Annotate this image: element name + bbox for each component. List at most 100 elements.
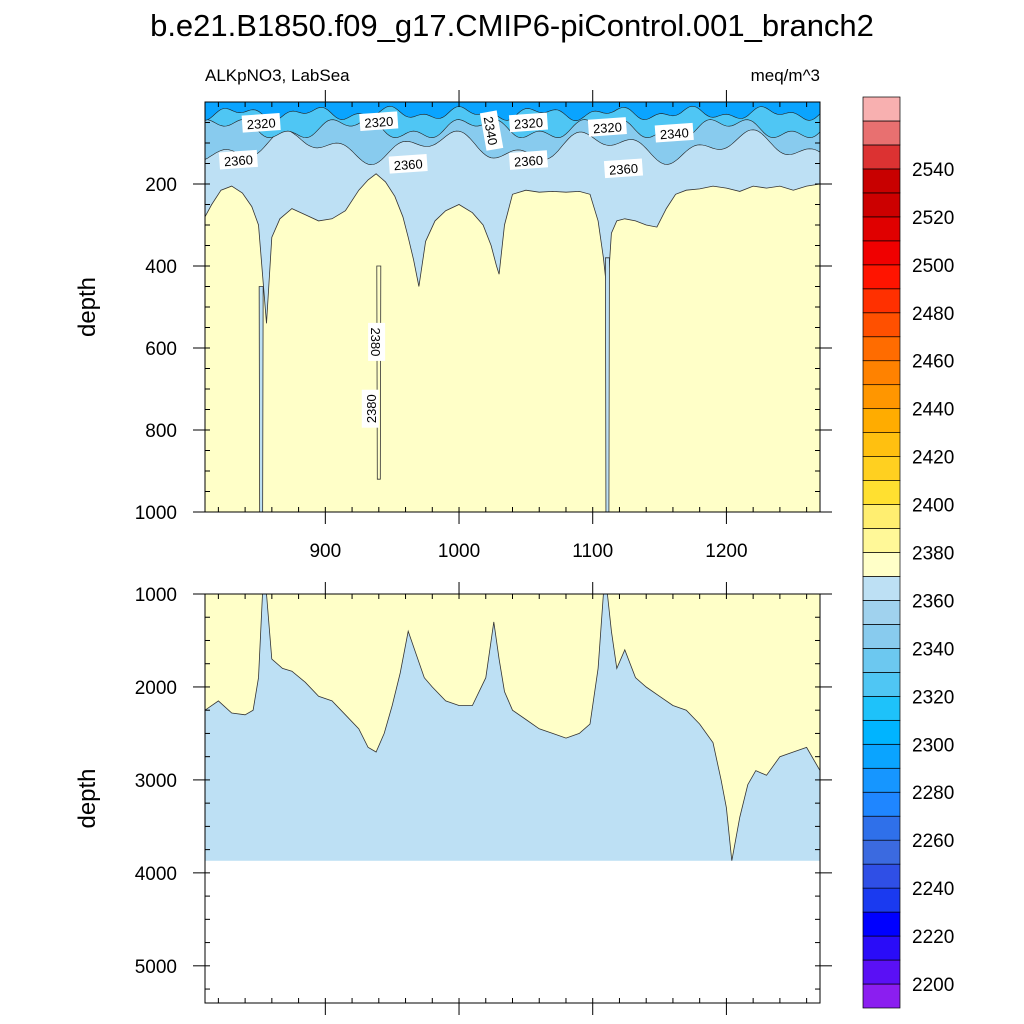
colorbar-swatch: [862, 648, 901, 673]
colorbar-swatch: [862, 743, 901, 769]
contour-label: 2320: [508, 112, 549, 133]
x-tick-label: 1100: [572, 541, 613, 562]
contour-label-text: 2360: [514, 153, 544, 170]
colorbar-label: 2400: [912, 496, 954, 517]
contour-label-bg: [508, 150, 549, 170]
contour-label-bg: [479, 110, 504, 151]
colorbar-swatch: [862, 216, 901, 242]
colorbar-label: 2260: [912, 831, 954, 852]
contour-label-text: 2320: [514, 115, 544, 132]
contour-label: 2320: [587, 117, 627, 137]
colorbar-swatch: [862, 767, 901, 793]
colorbar-swatch: [862, 839, 901, 865]
colorbar-label: 2500: [912, 256, 954, 277]
contour-label-bg: [388, 153, 428, 174]
colorbar-label: 2540: [912, 160, 954, 181]
colorbar-swatch: [862, 791, 901, 817]
contour-label-bg: [368, 322, 386, 361]
colorbar-swatch: [862, 719, 901, 745]
plume-0: [258, 286, 264, 512]
colorbar: 2200 2220 2240 2260 2280 2300 2320 2340 2360 2380…: [862, 96, 954, 1009]
top-panel: 2320 2320 2340 2320 2320 2340 2360 2360 2360 2360…: [74, 90, 832, 562]
contour-label: 2380: [361, 389, 379, 428]
y-tick-label: 1000: [135, 503, 177, 524]
colorbar-swatch: [862, 144, 901, 170]
x-tick-label: 900: [309, 541, 341, 562]
y-tick-label: 3000: [135, 771, 177, 792]
colorbar-swatch: [862, 863, 901, 889]
chart-title: b.e21.B1850.f09_g17.CMIP6-piControl.001_…: [150, 8, 874, 43]
contour-label: 2360: [218, 149, 258, 170]
y-tick-label: 400: [145, 257, 177, 278]
colorbar-swatch: [862, 384, 901, 410]
contour-label: 2320: [359, 111, 399, 132]
colorbar-swatch: [862, 552, 901, 577]
contour-label-text: 2360: [609, 161, 639, 178]
colorbar-swatch: [862, 983, 901, 1009]
y-tick-label: 1000: [135, 585, 177, 606]
y-axis-label: depth: [74, 277, 101, 337]
colorbar-swatch: [862, 624, 901, 649]
colorbar-swatch: [862, 288, 901, 314]
colorbar-swatch: [862, 576, 901, 601]
contour-label-bg: [603, 158, 644, 179]
colorbar-label: 2360: [912, 591, 954, 612]
water-region-2380: [205, 173, 820, 512]
colorbar-swatch: [862, 408, 901, 433]
contour-2370: [205, 173, 820, 324]
y-axis-label: depth: [74, 768, 101, 828]
panel-variable-label: ALKpNO3, LabSea: [205, 66, 350, 85]
colorbar-label: 2300: [912, 735, 954, 756]
contour-label: 2360: [388, 153, 428, 174]
colorbar-swatch: [862, 504, 901, 529]
y-tick-label: 800: [145, 421, 177, 442]
contour-2370: [205, 594, 820, 861]
colorbar-swatch: [862, 959, 901, 985]
contour-label-bg: [654, 122, 694, 143]
contour-label-bg: [359, 111, 399, 132]
contour-label: 2340: [654, 122, 694, 143]
plume-1: [605, 257, 610, 512]
contour-label-bg: [361, 389, 379, 428]
colorbar-swatch: [862, 336, 901, 362]
y-tick-label: 200: [145, 175, 177, 196]
colorbar-label: 2420: [912, 448, 954, 469]
contour-label-text: 2360: [393, 156, 423, 173]
colorbar-swatch: [862, 911, 901, 937]
contour-label-bg: [508, 112, 549, 133]
colorbar-swatch: [862, 360, 901, 386]
contour-label-text: 2360: [223, 152, 253, 169]
contour-label-text: 2320: [592, 119, 622, 136]
contour-label-bg: [218, 149, 258, 170]
colorbar-label: 2280: [912, 783, 954, 804]
contour-label: 2320: [241, 112, 281, 133]
colorbar-swatch: [862, 935, 901, 961]
colorbar-swatch: [862, 480, 901, 505]
y-tick-label: 2000: [135, 678, 177, 699]
y-tick-label: 4000: [135, 864, 177, 885]
colorbar-label: 2340: [912, 639, 954, 660]
colorbar-swatch: [862, 312, 901, 338]
colorbar-label: 2440: [912, 400, 954, 421]
contour-label-bg: [241, 112, 281, 133]
colorbar-swatch: [862, 192, 901, 218]
contour-label: 2340: [479, 110, 504, 151]
contour-label-text: 2380: [364, 394, 379, 423]
colorbar-swatch: [862, 672, 901, 697]
contour-label: 2360: [508, 150, 549, 170]
contour-label-text: 2340: [659, 125, 689, 142]
colorbar-swatch: [862, 240, 901, 266]
contour-label-text: 2320: [246, 115, 276, 132]
colorbar-swatch: [862, 600, 901, 625]
panel-units-label: meq/m^3: [751, 66, 820, 85]
contour-label-text: 2340: [481, 115, 501, 146]
colorbar-swatch: [862, 432, 901, 457]
colorbar-label: 2240: [912, 879, 954, 900]
contour-label-text: 2380: [368, 327, 383, 356]
contour-label-bg: [587, 117, 627, 137]
x-tick-label: 1200: [705, 541, 747, 562]
bottom-panel: 1000 2000 3000 4000 5000 depth: [74, 582, 832, 1015]
y-tick-label: 600: [145, 339, 177, 360]
colorbar-label: 2200: [912, 975, 954, 996]
